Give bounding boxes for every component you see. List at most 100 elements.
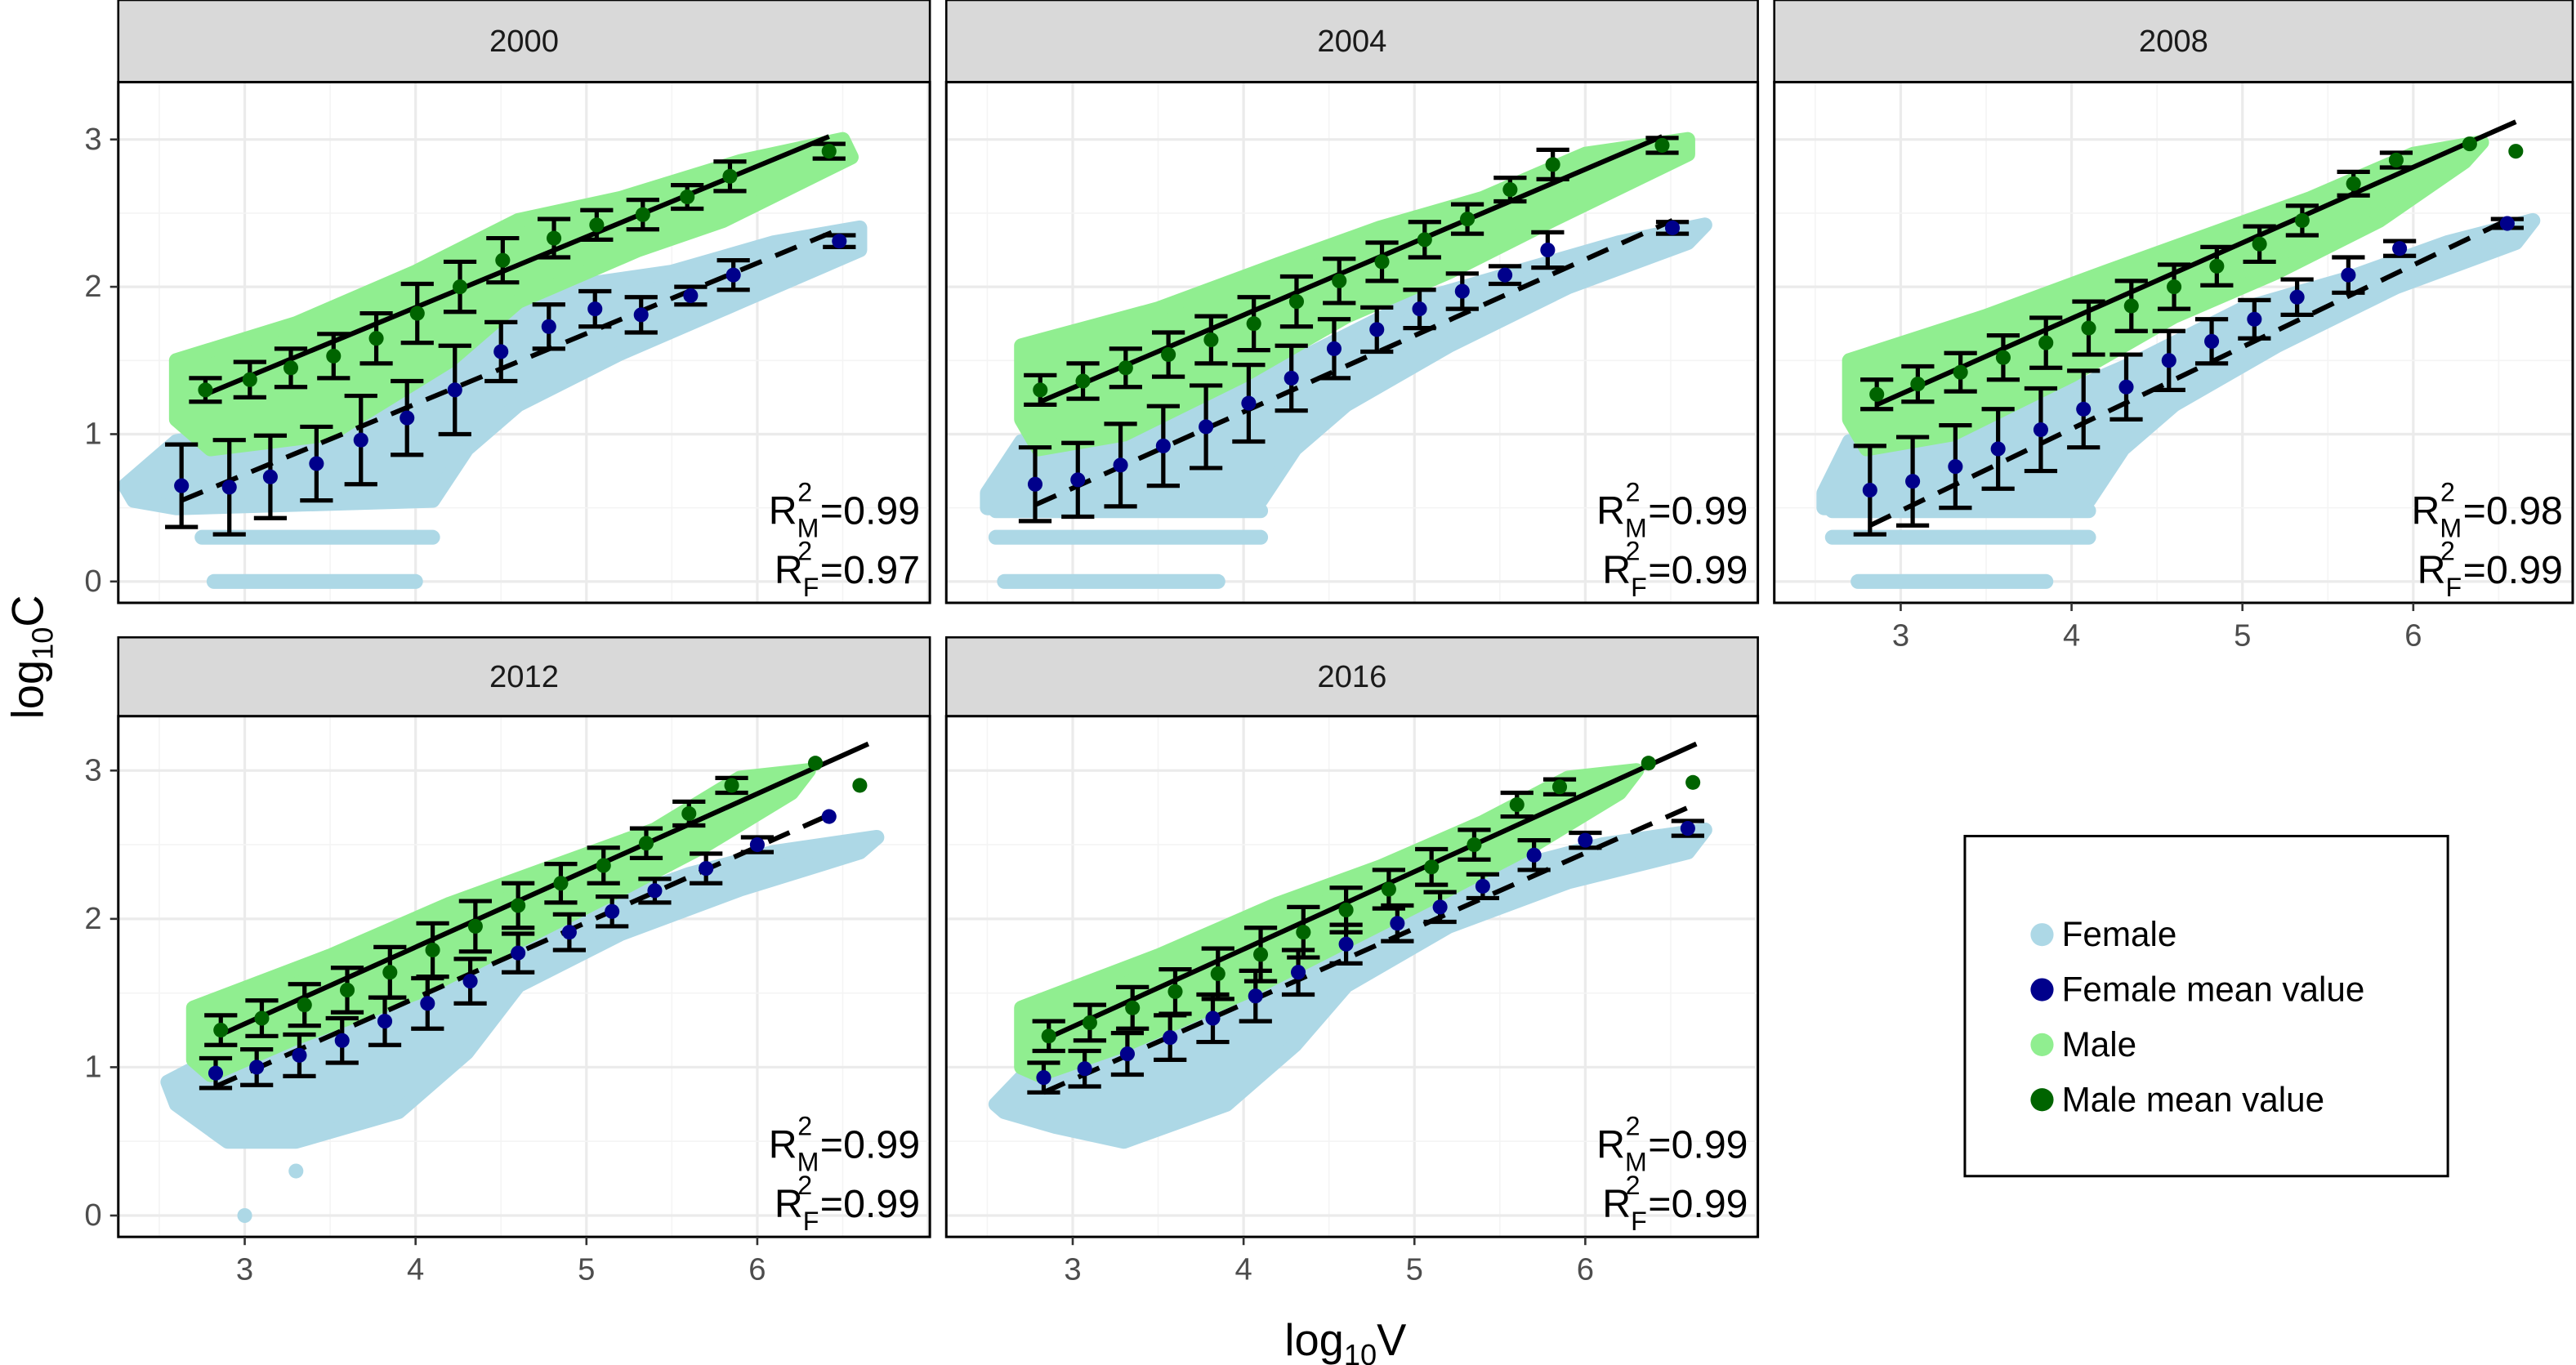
r2-subscript: M	[797, 1148, 819, 1177]
axis-title-base: 10	[25, 627, 59, 660]
male-mean-point	[1332, 273, 1347, 288]
male-mean-point	[1551, 779, 1568, 795]
male-mean-point	[1374, 254, 1390, 270]
male-mean-point	[2294, 212, 2310, 228]
male-mean-point	[553, 876, 569, 891]
male-mean-point	[1161, 347, 1176, 363]
female-mean-point	[1326, 341, 1342, 356]
male-mean-point	[1082, 1015, 1097, 1031]
male-mean-point	[1424, 859, 1440, 875]
r2-superscript: 2	[1626, 1111, 1641, 1140]
r2-subscript: F	[803, 1207, 819, 1236]
x-tick-label: 6	[748, 1251, 766, 1287]
panel-plot-area	[946, 716, 1758, 1238]
female-mean-point	[462, 974, 478, 989]
female-mean-point	[511, 945, 526, 961]
female-mean-point	[1862, 482, 1877, 498]
y-tick-label: 3	[84, 122, 101, 157]
male-mean-point	[1246, 316, 1261, 332]
r2-subscript: F	[1631, 573, 1647, 602]
female-mean-point	[1155, 438, 1171, 453]
facet-strip	[944, 0, 1759, 83]
female-mean-point	[1578, 832, 1593, 848]
male-mean-point	[1545, 157, 1560, 172]
r2-subscript: F	[2446, 573, 2462, 602]
axis-title-var: C	[2, 595, 52, 627]
r2-R: R	[775, 1182, 803, 1226]
male-mean-point	[1467, 837, 1482, 853]
male-mean-point	[2462, 136, 2477, 152]
male-point-cloud	[1014, 132, 1695, 457]
x-tick-label: 3	[1892, 618, 1909, 653]
r2-R: R	[2418, 548, 2446, 592]
female-mean-point	[1412, 301, 1427, 317]
female-mean-point	[1475, 878, 1490, 894]
r2-eq: =	[812, 488, 851, 533]
y-tick-label: 3	[84, 752, 101, 787]
panel-plot-area	[118, 716, 931, 1238]
male-mean-point	[2123, 298, 2139, 314]
female-mean-point	[1027, 476, 1043, 492]
female-mean-point	[1990, 441, 2006, 457]
male-point-cloud	[168, 132, 859, 457]
male-mean-point	[1041, 1028, 1056, 1044]
r2-eq: =	[812, 1182, 851, 1226]
male-mean-point	[724, 778, 739, 793]
male-mean-point	[213, 1022, 229, 1038]
x-tick-label: 4	[407, 1251, 424, 1287]
male-mean-point	[2038, 335, 2054, 350]
legend-key-0	[2030, 923, 2054, 947]
r2-label-female: RF 2 =	[1602, 537, 1679, 602]
male-mean-point	[1910, 377, 1926, 392]
r2-eq: =	[1641, 548, 1679, 592]
r2-value: 0.99	[843, 1123, 920, 1167]
x-tick-label: 3	[1064, 1251, 1081, 1287]
male-mean-point	[326, 348, 342, 364]
female-mean-point	[249, 1059, 265, 1075]
female-mean-point	[1163, 1030, 1178, 1046]
r2-value: 0.99	[1672, 1123, 1748, 1167]
female-mean-point	[1526, 847, 1542, 863]
r2-R: R	[1602, 548, 1631, 592]
legend-key-2	[2030, 1033, 2054, 1056]
female-mean-point	[725, 267, 741, 283]
female-fit-line	[1042, 805, 1690, 1095]
y-tick-label: 1	[84, 417, 101, 452]
male-mean-point	[242, 372, 257, 387]
male-mean-point	[2081, 320, 2096, 336]
female-mean-point	[1077, 1061, 1092, 1077]
female-mean-point	[2499, 216, 2515, 231]
female-mean-point	[353, 432, 368, 448]
female-mean-point	[1119, 1046, 1135, 1062]
facet-strip-label: 2012	[489, 659, 559, 694]
male-mean-point	[1381, 881, 1396, 897]
r2-R: R	[775, 548, 803, 592]
panel-border	[117, 715, 931, 1238]
female-mean-point	[1205, 1010, 1221, 1026]
r2-label-male: RM 2 =	[1596, 477, 1679, 542]
male-mean-point	[635, 207, 650, 222]
male-mean-point	[1685, 774, 1701, 790]
female-mean-point	[1248, 988, 1263, 1004]
male-mean-point	[1033, 382, 1048, 398]
male-mean-point	[382, 965, 398, 980]
male-mean-point	[807, 756, 824, 771]
male-mean-point	[368, 331, 384, 346]
r2-superscript: 2	[797, 537, 812, 566]
female-mean-point	[749, 837, 765, 853]
female-mean-point	[1432, 899, 1448, 915]
female-mean-point	[493, 344, 509, 359]
r2-eq: =	[812, 548, 851, 592]
female-mean-point	[1680, 821, 1695, 836]
x-tick-label: 6	[1577, 1251, 1594, 1287]
legend-key-3	[2030, 1088, 2054, 1112]
r2-superscript: 2	[1626, 537, 1641, 566]
female-mean-point	[447, 382, 462, 398]
female-mean-point	[1113, 457, 1128, 473]
panel-plot-area	[118, 82, 931, 603]
male-mean-point	[2346, 176, 2361, 191]
panel-border	[117, 81, 931, 604]
